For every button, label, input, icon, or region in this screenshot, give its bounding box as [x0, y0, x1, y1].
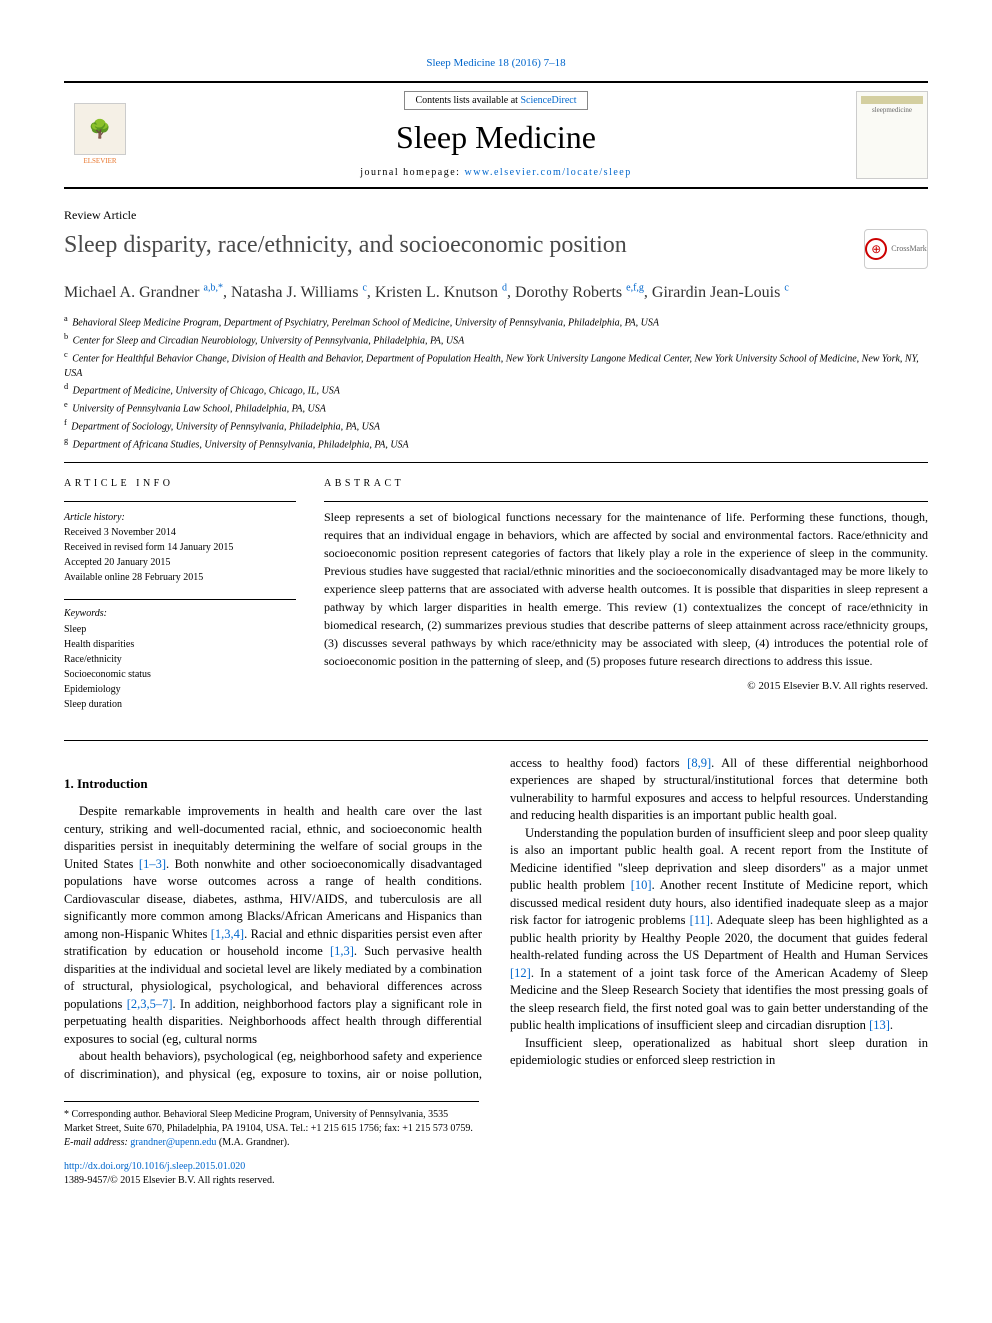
affiliation: e University of Pennsylvania Law School,… — [64, 399, 928, 417]
sciencedirect-link[interactable]: ScienceDirect — [520, 95, 576, 106]
article-type: Review Article — [64, 207, 928, 223]
citation-link[interactable]: Sleep Medicine 18 (2016) 7–18 — [426, 57, 565, 69]
author: Michael A. Grandner a,b,* — [64, 284, 223, 301]
journal-name: Sleep Medicine — [148, 116, 844, 159]
body-paragraph: Despite remarkable improvements in healt… — [64, 803, 482, 1048]
keyword: Health disparities — [64, 637, 296, 652]
homepage-link[interactable]: www.elsevier.com/locate/sleep — [464, 167, 631, 178]
publisher-name: ELSEVIER — [83, 157, 116, 166]
journal-banner: 🌳 ELSEVIER Contents lists available at S… — [64, 81, 928, 189]
article-info-heading: ARTICLE INFO — [64, 477, 296, 491]
history-line: Received 3 November 2014 — [64, 525, 296, 540]
author: Dorothy Roberts e,f,g — [515, 284, 644, 301]
article-meta-footer: http://dx.doi.org/10.1016/j.sleep.2015.0… — [64, 1160, 928, 1187]
email-line: E-mail address: grandner@upenn.edu (M.A.… — [64, 1136, 479, 1150]
abstract-column: ABSTRACT Sleep represents a set of biolo… — [324, 477, 928, 726]
issn-copyright: 1389-9457/© 2015 Elsevier B.V. All right… — [64, 1175, 274, 1186]
publisher-logo: 🌳 ELSEVIER — [64, 91, 136, 179]
ref-link[interactable]: [1,3] — [330, 944, 354, 958]
abstract-copyright: © 2015 Elsevier B.V. All rights reserved… — [324, 678, 928, 695]
ref-link[interactable]: [13] — [869, 1018, 890, 1032]
history-label: Article history: — [64, 510, 296, 525]
journal-homepage: journal homepage: www.elsevier.com/locat… — [148, 166, 844, 180]
ref-link[interactable]: [1,3,4] — [211, 927, 244, 941]
author: Kristen L. Knutson d — [375, 284, 507, 301]
doi-link[interactable]: http://dx.doi.org/10.1016/j.sleep.2015.0… — [64, 1161, 245, 1172]
keyword: Socioeconomic status — [64, 667, 296, 682]
abstract-heading: ABSTRACT — [324, 477, 928, 491]
history-line: Available online 28 February 2015 — [64, 570, 296, 585]
body-paragraph: Understanding the population burden of i… — [510, 825, 928, 1035]
ref-link[interactable]: [2,3,5–7] — [127, 997, 173, 1011]
journal-cover-thumb: sleepmedicine — [856, 91, 928, 179]
running-head: Sleep Medicine 18 (2016) 7–18 — [64, 56, 928, 71]
history-line: Accepted 20 January 2015 — [64, 555, 296, 570]
ref-link[interactable]: [1–3] — [139, 857, 166, 871]
author: Girardin Jean-Louis c — [652, 284, 789, 301]
email-link[interactable]: grandner@upenn.edu — [130, 1137, 216, 1148]
affiliation-list: a Behavioral Sleep Medicine Program, Dep… — [64, 313, 928, 452]
author: Natasha J. Williams c — [231, 284, 367, 301]
ref-link[interactable]: [12] — [510, 966, 531, 980]
ref-link[interactable]: [10] — [631, 878, 652, 892]
affiliation: a Behavioral Sleep Medicine Program, Dep… — [64, 313, 928, 331]
article-info-column: ARTICLE INFO Article history: Received 3… — [64, 477, 296, 726]
keywords-label: Keywords: — [64, 606, 296, 621]
history-line: Received in revised form 14 January 2015 — [64, 540, 296, 555]
section-heading: 1. Introduction — [64, 775, 482, 793]
article-title: Sleep disparity, race/ethnicity, and soc… — [64, 229, 852, 261]
ref-link[interactable]: [8,9] — [687, 756, 711, 770]
keyword: Epidemiology — [64, 682, 296, 697]
elsevier-tree-icon: 🌳 — [74, 103, 126, 155]
keyword: Sleep — [64, 622, 296, 637]
ref-link[interactable]: [11] — [690, 913, 710, 927]
keyword: Sleep duration — [64, 697, 296, 712]
corresponding-author: * Corresponding author. Behavioral Sleep… — [64, 1108, 479, 1136]
body-paragraph: Insufficient sleep, operationalized as h… — [510, 1035, 928, 1070]
footnotes: * Corresponding author. Behavioral Sleep… — [64, 1101, 479, 1150]
affiliation: d Department of Medicine, University of … — [64, 381, 928, 399]
contents-line: Contents lists available at ScienceDirec… — [404, 91, 587, 111]
affiliation: f Department of Sociology, University of… — [64, 417, 928, 435]
author-list: Michael A. Grandner a,b,*, Natasha J. Wi… — [64, 281, 928, 303]
affiliation: c Center for Healthful Behavior Change, … — [64, 349, 928, 381]
crossmark-badge[interactable]: ⊕ CrossMark — [864, 229, 928, 269]
affiliation: g Department of Africana Studies, Univer… — [64, 435, 928, 453]
abstract-text: Sleep represents a set of biological fun… — [324, 508, 928, 670]
affiliation: b Center for Sleep and Circadian Neurobi… — [64, 331, 928, 349]
crossmark-icon: ⊕ — [865, 238, 887, 260]
keyword: Race/ethnicity — [64, 652, 296, 667]
body-text: 1. Introduction Despite remarkable impro… — [64, 755, 928, 1083]
